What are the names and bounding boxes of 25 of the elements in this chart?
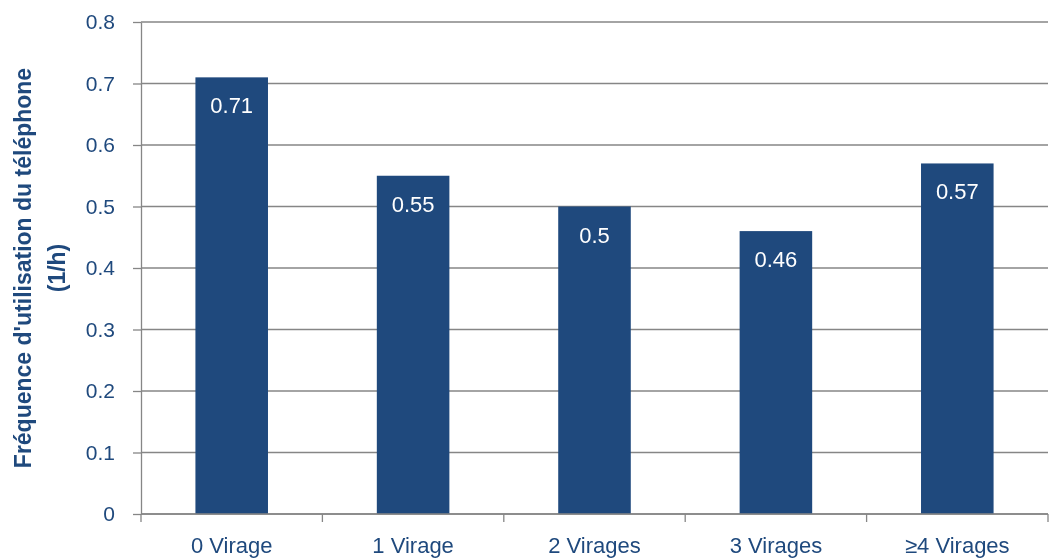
y-tick-label: 0 (103, 502, 115, 526)
data-label: 0.57 (935, 179, 979, 205)
x-tick-label: 3 Virages (729, 533, 823, 558)
y-tick-label: 0.5 (85, 194, 115, 218)
bar (921, 163, 994, 514)
y-tick-label: 0.4 (85, 256, 116, 280)
x-tick-label: 2 Virages (548, 533, 641, 558)
x-tick-label: 0 Virage (190, 533, 273, 558)
y-tick-label: 0.2 (85, 379, 115, 403)
y-tick-label: 0.1 (85, 440, 115, 464)
y-tick-label: 0.8 (85, 10, 115, 34)
data-label: 0.5 (579, 222, 610, 248)
bar (376, 175, 450, 514)
x-tick-label: ≥4 Virages (904, 533, 1010, 558)
y-tick-label: 0.3 (85, 317, 115, 341)
x-tick-label: 1 Virage (372, 533, 454, 558)
data-label: 0.55 (391, 191, 435, 217)
data-label: 0.71 (210, 93, 254, 119)
y-axis-title: Fréquence d'utilisation du téléphone (1/h) (10, 67, 70, 469)
bar (558, 206, 631, 514)
bar (739, 231, 813, 514)
bar (195, 77, 268, 514)
data-label: 0.46 (754, 247, 798, 273)
y-tick-label: 0.7 (85, 71, 115, 95)
y-tick-label: 0.6 (85, 133, 115, 157)
